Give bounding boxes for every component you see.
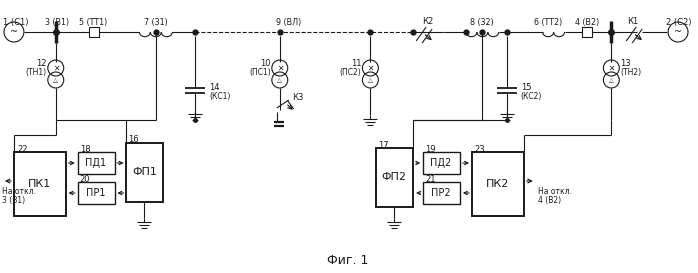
Text: Фиг. 1: Фиг. 1 [327, 254, 368, 266]
Text: К2: К2 [422, 17, 433, 26]
Bar [77, 152, 114, 174]
Text: На откл.: На откл. [537, 188, 572, 197]
Text: 3 (В1): 3 (В1) [45, 17, 69, 26]
Text: 13: 13 [621, 58, 631, 67]
Text: 5 (ТТ1): 5 (ТТ1) [80, 17, 107, 26]
Text: △: △ [609, 78, 614, 82]
Text: ПК1: ПК1 [28, 179, 52, 189]
Text: ~: ~ [674, 27, 682, 37]
Text: 7 (31): 7 (31) [144, 17, 168, 26]
Bar [77, 182, 114, 204]
Text: (ПС1): (ПС1) [249, 69, 271, 78]
Text: 21: 21 [425, 174, 436, 183]
Text: (КС2): (КС2) [521, 91, 542, 100]
Bar [14, 152, 66, 216]
Text: 4 (В2): 4 (В2) [537, 195, 560, 204]
Text: 4 (В2): 4 (В2) [575, 17, 600, 26]
Text: ФП2: ФП2 [382, 172, 407, 182]
Text: (ТН1): (ТН1) [26, 69, 47, 78]
Text: 3 (В1): 3 (В1) [2, 195, 25, 204]
Bar [423, 152, 460, 174]
Text: 16: 16 [128, 135, 139, 144]
Bar [472, 152, 524, 216]
Text: 20: 20 [80, 174, 90, 183]
Text: 12: 12 [36, 58, 47, 67]
Bar [582, 27, 593, 37]
Text: ✕: ✕ [52, 64, 59, 73]
Bar [126, 143, 163, 202]
Text: ФП1: ФП1 [132, 167, 157, 177]
Text: На откл.: На откл. [2, 188, 36, 197]
Text: ПК2: ПК2 [486, 179, 510, 189]
Text: △: △ [53, 78, 58, 82]
Text: (ТН2): (ТН2) [621, 69, 641, 78]
Text: 22: 22 [17, 144, 27, 153]
Text: ✕: ✕ [276, 64, 283, 73]
Text: 2 (С2): 2 (С2) [666, 17, 692, 26]
Text: 6 (ТТ2): 6 (ТТ2) [535, 17, 563, 26]
Text: 19: 19 [425, 144, 436, 153]
Text: 11: 11 [351, 58, 362, 67]
Text: 15: 15 [521, 84, 531, 93]
Text: ПР1: ПР1 [86, 188, 105, 198]
Text: 9 (ВЛ): 9 (ВЛ) [276, 17, 302, 26]
Text: ПД1: ПД1 [85, 158, 106, 168]
Text: 14: 14 [209, 84, 220, 93]
Bar [423, 182, 460, 204]
Text: ~: ~ [10, 27, 18, 37]
Text: (ПС2): (ПС2) [340, 69, 362, 78]
Bar [89, 27, 98, 37]
Text: (КС1): (КС1) [209, 91, 230, 100]
Text: ПР2: ПР2 [431, 188, 451, 198]
Bar [376, 148, 413, 207]
Text: 23: 23 [474, 144, 484, 153]
Text: К3: К3 [292, 93, 303, 102]
Text: 8 (32): 8 (32) [470, 17, 493, 26]
Text: 10: 10 [260, 58, 271, 67]
Text: 17: 17 [378, 141, 389, 150]
Text: 18: 18 [80, 144, 90, 153]
Text: ✕: ✕ [608, 64, 614, 73]
Text: ПД2: ПД2 [431, 158, 452, 168]
Text: △: △ [368, 78, 373, 82]
Text: 1 (С1): 1 (С1) [3, 17, 29, 26]
Text: △: △ [277, 78, 282, 82]
Text: ✕: ✕ [367, 64, 373, 73]
Text: К1: К1 [628, 17, 639, 26]
